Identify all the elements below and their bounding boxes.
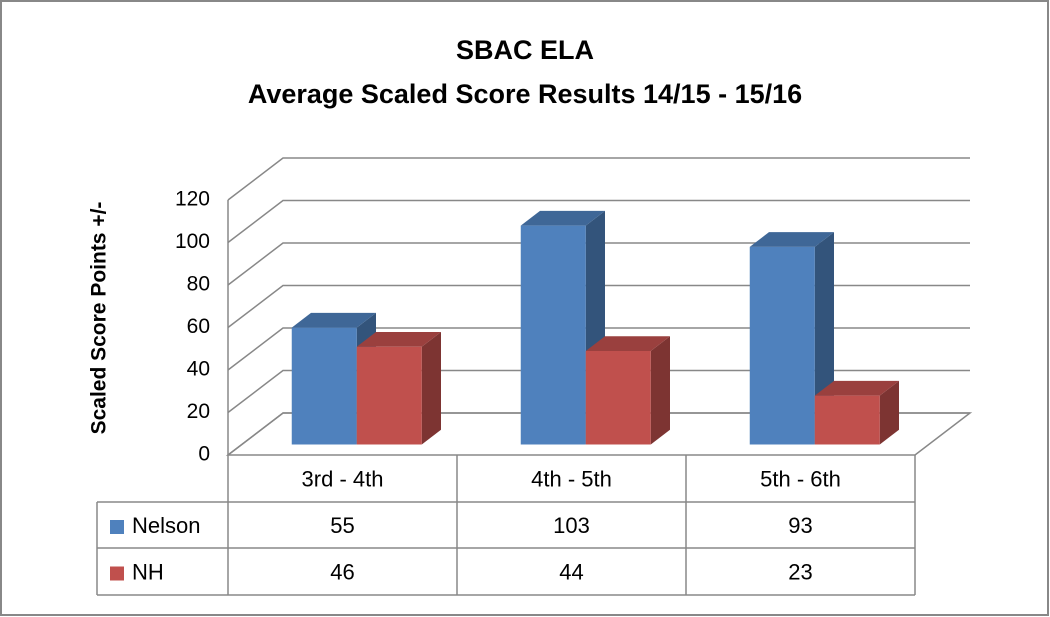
grid-line (227, 157, 970, 201)
table-value: 103 (553, 513, 590, 538)
table-value: 93 (788, 513, 812, 538)
x-tick-label: 5th - 6th (760, 466, 841, 491)
bar-top (585, 336, 670, 351)
bar (356, 332, 441, 445)
table-value: 44 (559, 559, 583, 584)
chart-title: SBAC ELA (456, 35, 594, 65)
chart-subtitle: Average Scaled Score Results 14/15 - 15/… (248, 79, 802, 109)
bar-top (356, 332, 441, 347)
grid-line (227, 369, 970, 414)
bar-front (356, 346, 422, 445)
grid-line (227, 242, 970, 286)
bar-side (879, 380, 899, 445)
bar-top (520, 210, 605, 226)
bar-front (520, 225, 586, 445)
y-tick-label: 0 (198, 443, 210, 466)
bar-side (421, 332, 441, 445)
table-value: 46 (330, 559, 354, 584)
x-tick-label: 4th - 5th (531, 466, 612, 491)
bar-side (650, 336, 670, 445)
legend-swatch (110, 566, 124, 581)
bar (749, 232, 834, 445)
table-value: 23 (788, 559, 812, 584)
bar-front (585, 351, 651, 445)
bar (585, 336, 670, 445)
bar-top (814, 380, 899, 396)
bar-top (749, 232, 834, 247)
bar-top (291, 312, 376, 328)
y-tick-label: 40 (187, 358, 210, 381)
y-tick-label: 80 (187, 273, 210, 296)
y-tick-label: 120 (175, 188, 210, 211)
bar (814, 380, 899, 445)
legend-label: Nelson (132, 513, 200, 538)
legend-label: NH (132, 559, 164, 584)
grid-line (227, 199, 970, 244)
legend-swatch (110, 520, 124, 534)
bar-front (749, 246, 815, 445)
bar-front (291, 327, 357, 445)
bar-front (814, 395, 880, 445)
y-tick-label: 20 (187, 400, 210, 423)
table-value: 55 (330, 513, 354, 538)
x-tick-label: 3rd - 4th (302, 466, 384, 491)
y-tick-label: 60 (187, 315, 210, 338)
grid-line (227, 284, 970, 329)
y-axis-label: Scaled Score Points +/- (88, 202, 111, 435)
grid-line (227, 327, 970, 371)
grid-line (227, 412, 970, 456)
y-tick-label: 100 (175, 230, 210, 253)
